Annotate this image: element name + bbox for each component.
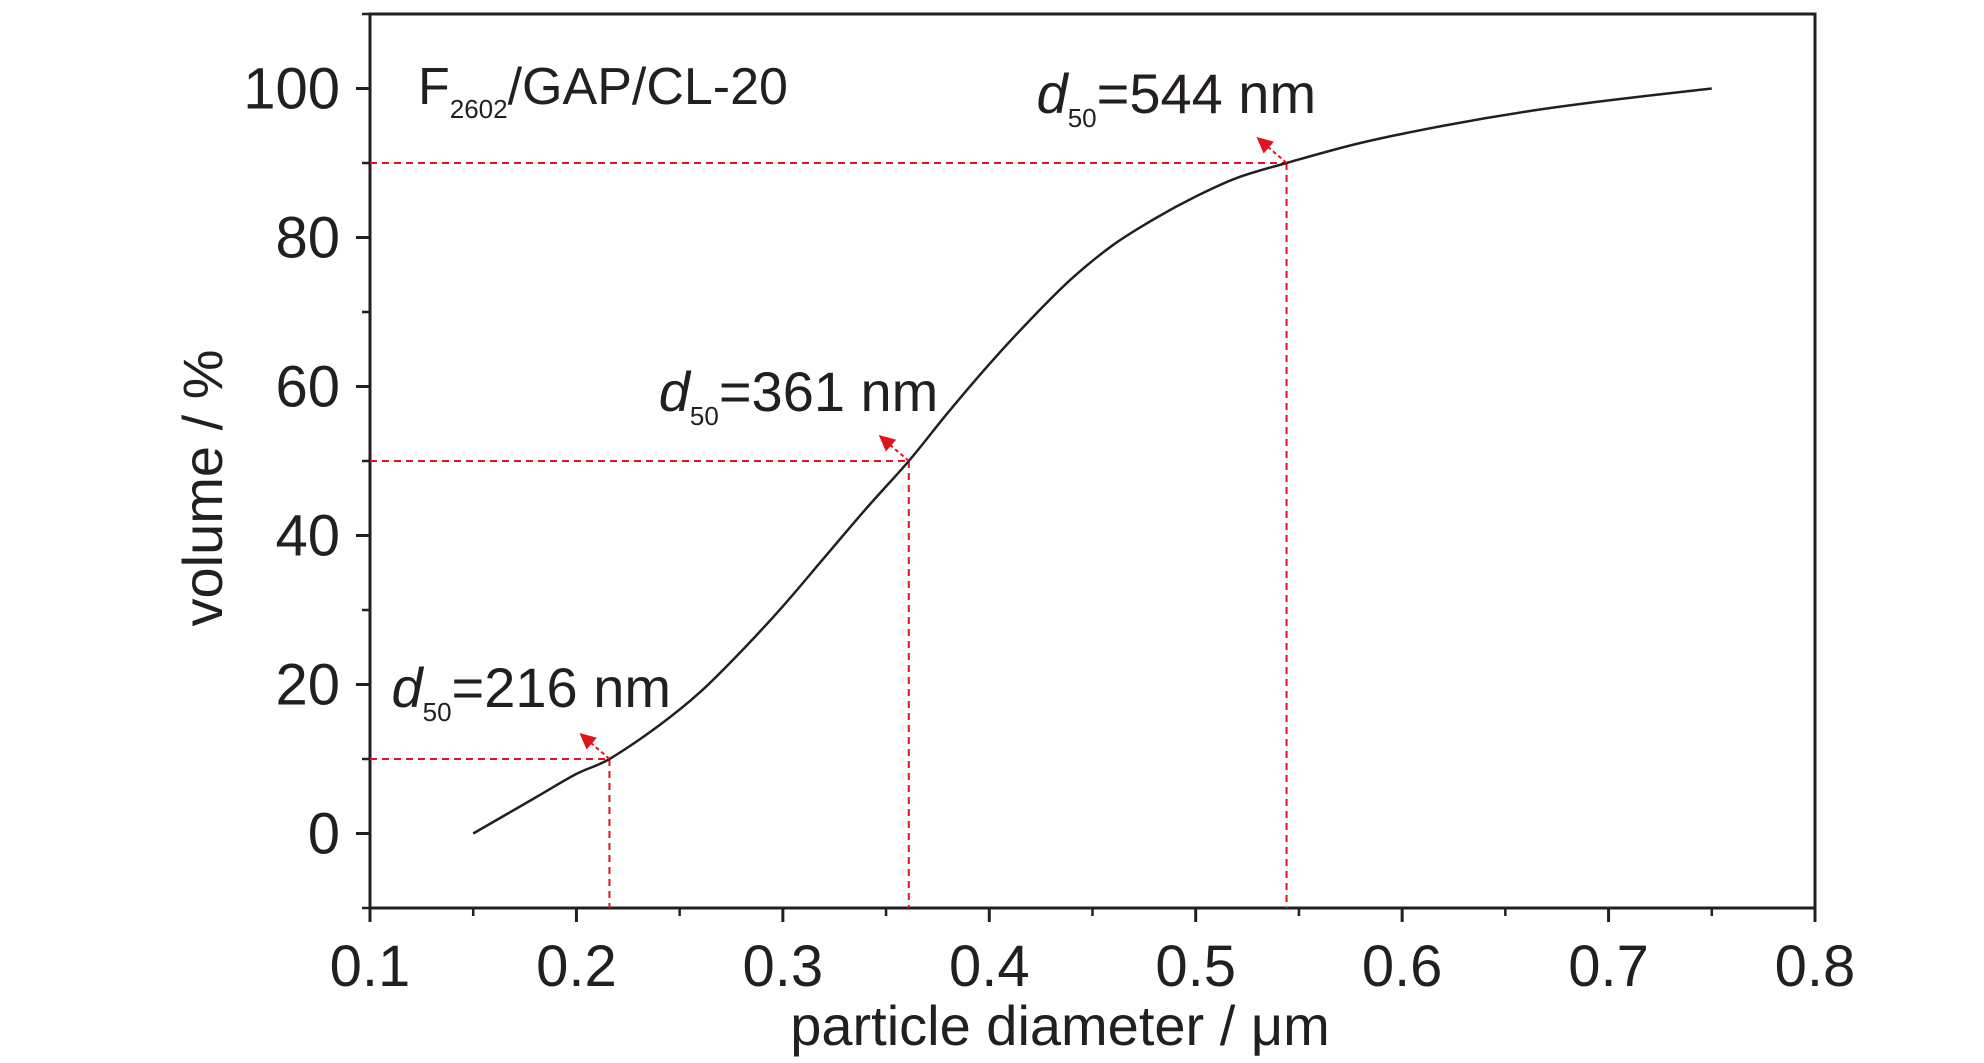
title-subscript: 2602 (450, 94, 508, 124)
annotation-prefix: d (659, 360, 692, 423)
title-main: F (418, 58, 450, 116)
x-tick-label: 0.1 (330, 934, 411, 999)
x-tick-label: 0.6 (1362, 934, 1443, 999)
x-tick-label: 0.7 (1568, 934, 1649, 999)
annotation-subscript: 50 (690, 401, 719, 431)
annotation-arrow-head (878, 435, 897, 452)
annotation-arrow-shaft (584, 737, 611, 760)
y-axis-label: volume / % (171, 350, 234, 627)
y-tick-label: 0 (308, 802, 340, 867)
annotation-prefix: d (1037, 62, 1070, 125)
annotation-arrow-shaft (1261, 141, 1288, 164)
annotation-arrow-head (579, 733, 597, 750)
annotation-arrow-head (1256, 137, 1274, 154)
chart-title: F2602/GAP/CL-20 (418, 58, 788, 124)
annotation-subscript: 50 (423, 697, 452, 727)
annotation-label: d50=361 nm (659, 360, 939, 431)
annotation-prefix: d (391, 656, 424, 719)
y-tick-label: 60 (275, 355, 340, 420)
annotation-subscript: 50 (1068, 103, 1097, 133)
annotation-arrow-shaft (884, 439, 910, 462)
x-tick-label: 0.5 (1155, 934, 1236, 999)
y-tick-label: 20 (275, 653, 340, 718)
series-line (472, 87, 1712, 835)
annotation-value: =544 nm (1097, 62, 1317, 125)
annotation-value: =361 nm (719, 360, 939, 423)
y-tick-label: 80 (275, 206, 340, 271)
x-tick-label: 0.3 (743, 934, 824, 999)
x-tick-label: 0.2 (536, 934, 617, 999)
series-group (472, 87, 1712, 835)
y-axis-ticks: 0 20 40 60 80 100 (243, 12, 370, 910)
title-rest: /GAP/CL-20 (508, 58, 788, 116)
reference-lines (370, 162, 1288, 908)
x-tick-label: 0.8 (1775, 934, 1856, 999)
annotation-value: =216 nm (452, 656, 672, 719)
y-tick-label: 40 (275, 504, 340, 569)
annotation-label: d50=216 nm (391, 656, 671, 727)
x-tick-label: 0.4 (949, 934, 1030, 999)
x-axis-label: particle diameter / μm (790, 994, 1330, 1057)
x-axis-ticks: 0.1 0.2 0.3 0.4 0.5 0.6 0.7 0.8 (330, 908, 1856, 999)
annotation-label: d50=544 nm (1037, 62, 1317, 133)
y-tick-label: 100 (243, 57, 340, 122)
